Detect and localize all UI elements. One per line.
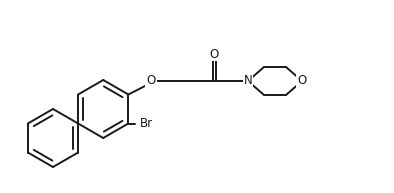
Text: O: O: [209, 47, 219, 60]
Text: N: N: [243, 74, 253, 87]
Text: O: O: [297, 74, 307, 87]
Text: Br: Br: [140, 117, 153, 130]
Text: O: O: [147, 74, 156, 87]
